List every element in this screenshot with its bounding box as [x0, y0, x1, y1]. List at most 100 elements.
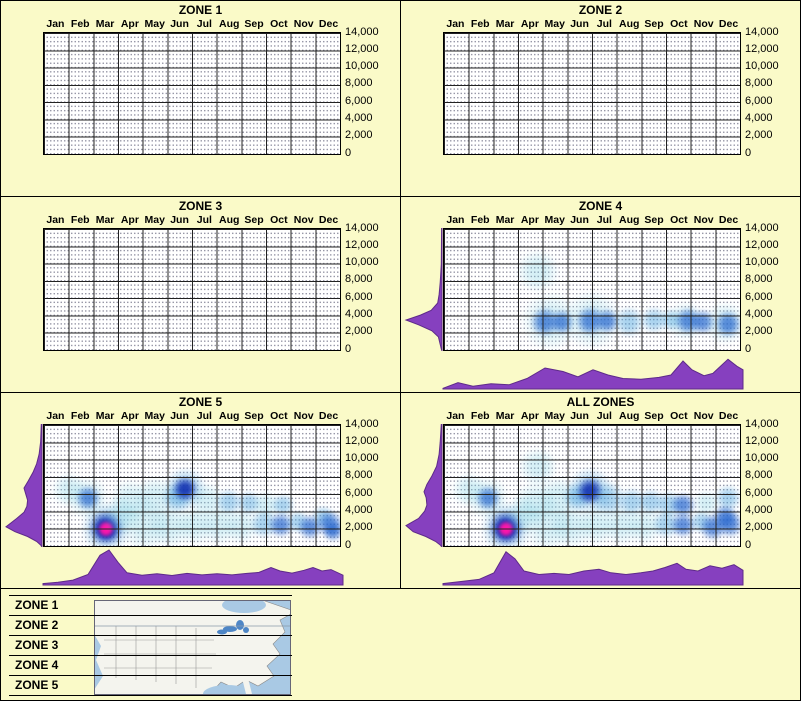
- y-axis: 14,000 12,000 10,000 8,000 6,000 4,000 2,000 0: [745, 222, 799, 354]
- y-axis: 14,000 12,000 10,000 8,000 6,000 4,000 2,000 0: [745, 26, 799, 158]
- y-tick-label: 6,000: [745, 290, 773, 303]
- map-great-lakes: [217, 620, 249, 635]
- y-tick-label: 6,000: [745, 486, 773, 499]
- month-label: Aug: [219, 410, 240, 422]
- plot-area: [43, 228, 341, 351]
- month-label: Oct: [270, 410, 288, 422]
- heatmap-layer: [444, 425, 740, 546]
- month-label: Nov: [293, 410, 314, 422]
- month-label: Dec: [718, 410, 739, 422]
- month-label: May: [144, 214, 165, 226]
- legend-label: ZONE 2: [15, 618, 59, 632]
- heat-blob: [515, 248, 560, 293]
- y-tick-label: 0: [345, 146, 352, 159]
- y-tick-label: 12,000: [745, 42, 779, 55]
- density-curve-bottom: [42, 549, 344, 586]
- month-label: Jul: [596, 214, 612, 226]
- y-axis: 14,000 12,000 10,000 8,000 6,000 4,000 2,000 0: [345, 222, 399, 354]
- plot-area: [443, 32, 741, 155]
- zone-legend: ZONE 1 ZONE 2 ZONE 3 ZONE 4 ZONE 5: [9, 595, 292, 700]
- panel-title: ZONE 3: [178, 199, 223, 213]
- legend-label: ZONE 1: [15, 598, 59, 612]
- month-label: Dec: [318, 410, 339, 422]
- month-label: Apr: [120, 18, 139, 30]
- density-curve-left: [5, 423, 43, 549]
- legend-label: ZONE 5: [15, 678, 59, 692]
- y-tick-label: 6,000: [345, 94, 373, 107]
- y-tick-label: 6,000: [745, 94, 773, 107]
- month-label: Apr: [120, 214, 139, 226]
- month-label: Jul: [596, 18, 612, 30]
- month-label: Mar: [495, 18, 515, 30]
- density-bottom: [35, 352, 353, 390]
- y-tick-label: 0: [745, 146, 752, 159]
- month-label: Feb: [70, 214, 90, 226]
- month-label: Feb: [470, 214, 490, 226]
- panels-grid: ZONE 1 Jan Feb Mar Apr May Jun Jul Aug Sep Oct Nov…: [1, 1, 800, 589]
- month-label: Jun: [570, 214, 589, 226]
- y-tick-label: 4,000: [345, 503, 373, 516]
- y-tick-label: 14,000: [345, 221, 379, 234]
- panel-zone-3: ZONE 3 Jan Feb Mar Apr May Jun Jul Aug Sep Oct Nov…: [1, 197, 401, 393]
- panel-zone-4: ZONE 4 Jan Feb Mar Apr May Jun Jul Aug Sep Oct Nov…: [401, 197, 800, 393]
- density-bottom: [35, 156, 353, 194]
- month-label: Feb: [70, 410, 90, 422]
- month-label: May: [144, 410, 165, 422]
- legend-row-zone-5: ZONE 5: [9, 676, 292, 696]
- y-tick-label: 6,000: [345, 486, 373, 499]
- y-tick-label: 4,000: [745, 503, 773, 516]
- panel-zone-5: ZONE 5 Jan Feb Mar Apr May Jun Jul Aug Sep Oct Nov…: [1, 393, 401, 589]
- month-label: Aug: [219, 18, 240, 30]
- panel-title: ZONE 2: [578, 3, 623, 17]
- month-label: Feb: [470, 18, 490, 30]
- density-bottom: [35, 548, 353, 586]
- month-label: Dec: [318, 18, 339, 30]
- legend-label: ZONE 4: [15, 658, 59, 672]
- panel-all-zones: ALL ZONES Jan Feb Mar Apr May Jun Jul Aug Sep Oct…: [401, 393, 800, 589]
- month-label: Jun: [170, 18, 189, 30]
- month-label: Oct: [270, 214, 288, 226]
- month-label: Nov: [693, 18, 714, 30]
- y-tick-label: 8,000: [345, 273, 373, 286]
- y-tick-label: 14,000: [345, 25, 379, 38]
- month-label: Sep: [644, 18, 664, 30]
- y-tick-label: 2,000: [345, 129, 373, 142]
- plot-area: [43, 424, 341, 547]
- month-label: Nov: [693, 214, 714, 226]
- panel-title: ZONE 5: [178, 395, 223, 409]
- y-tick-label: 10,000: [745, 452, 779, 465]
- month-label: Sep: [244, 410, 264, 422]
- legend-label: ZONE 3: [15, 638, 59, 652]
- panel-zone-1: ZONE 1 Jan Feb Mar Apr May Jun Jul Aug Sep Oct Nov…: [1, 1, 401, 197]
- map-florida: [242, 678, 252, 694]
- density-bottom: [435, 548, 753, 586]
- panel-title: ZONE 4: [578, 199, 623, 213]
- month-label: Sep: [644, 214, 664, 226]
- y-tick-label: 8,000: [345, 469, 373, 482]
- month-label: Mar: [95, 214, 115, 226]
- month-axis: Jan Feb Mar Apr May Jun Jul Aug Sep Oct Nov Dec: [43, 214, 341, 227]
- month-label: Jan: [446, 410, 465, 422]
- usa-zones-map: [93, 597, 292, 700]
- density-curve-left: [404, 227, 443, 352]
- y-tick-label: 4,000: [745, 307, 773, 320]
- month-label: Dec: [318, 214, 339, 226]
- month-label: Jun: [570, 410, 589, 422]
- density-left: [3, 423, 43, 549]
- heat-blob: [713, 310, 740, 339]
- month-label: Nov: [293, 18, 314, 30]
- y-tick-label: 2,000: [345, 521, 373, 534]
- density-left: [403, 227, 443, 352]
- month-label: Jan: [446, 18, 465, 30]
- y-axis: 14,000 12,000 10,000 8,000 6,000 4,000 2,000 0: [345, 26, 399, 158]
- y-tick-label: 2,000: [745, 129, 773, 142]
- density-curve-left: [405, 423, 443, 549]
- month-label: Apr: [520, 214, 539, 226]
- month-label: Apr: [520, 18, 539, 30]
- y-tick-label: 8,000: [745, 273, 773, 286]
- y-tick-label: 12,000: [745, 434, 779, 447]
- density-left: [403, 32, 443, 155]
- month-label: Jan: [46, 18, 65, 30]
- month-label: Mar: [495, 410, 515, 422]
